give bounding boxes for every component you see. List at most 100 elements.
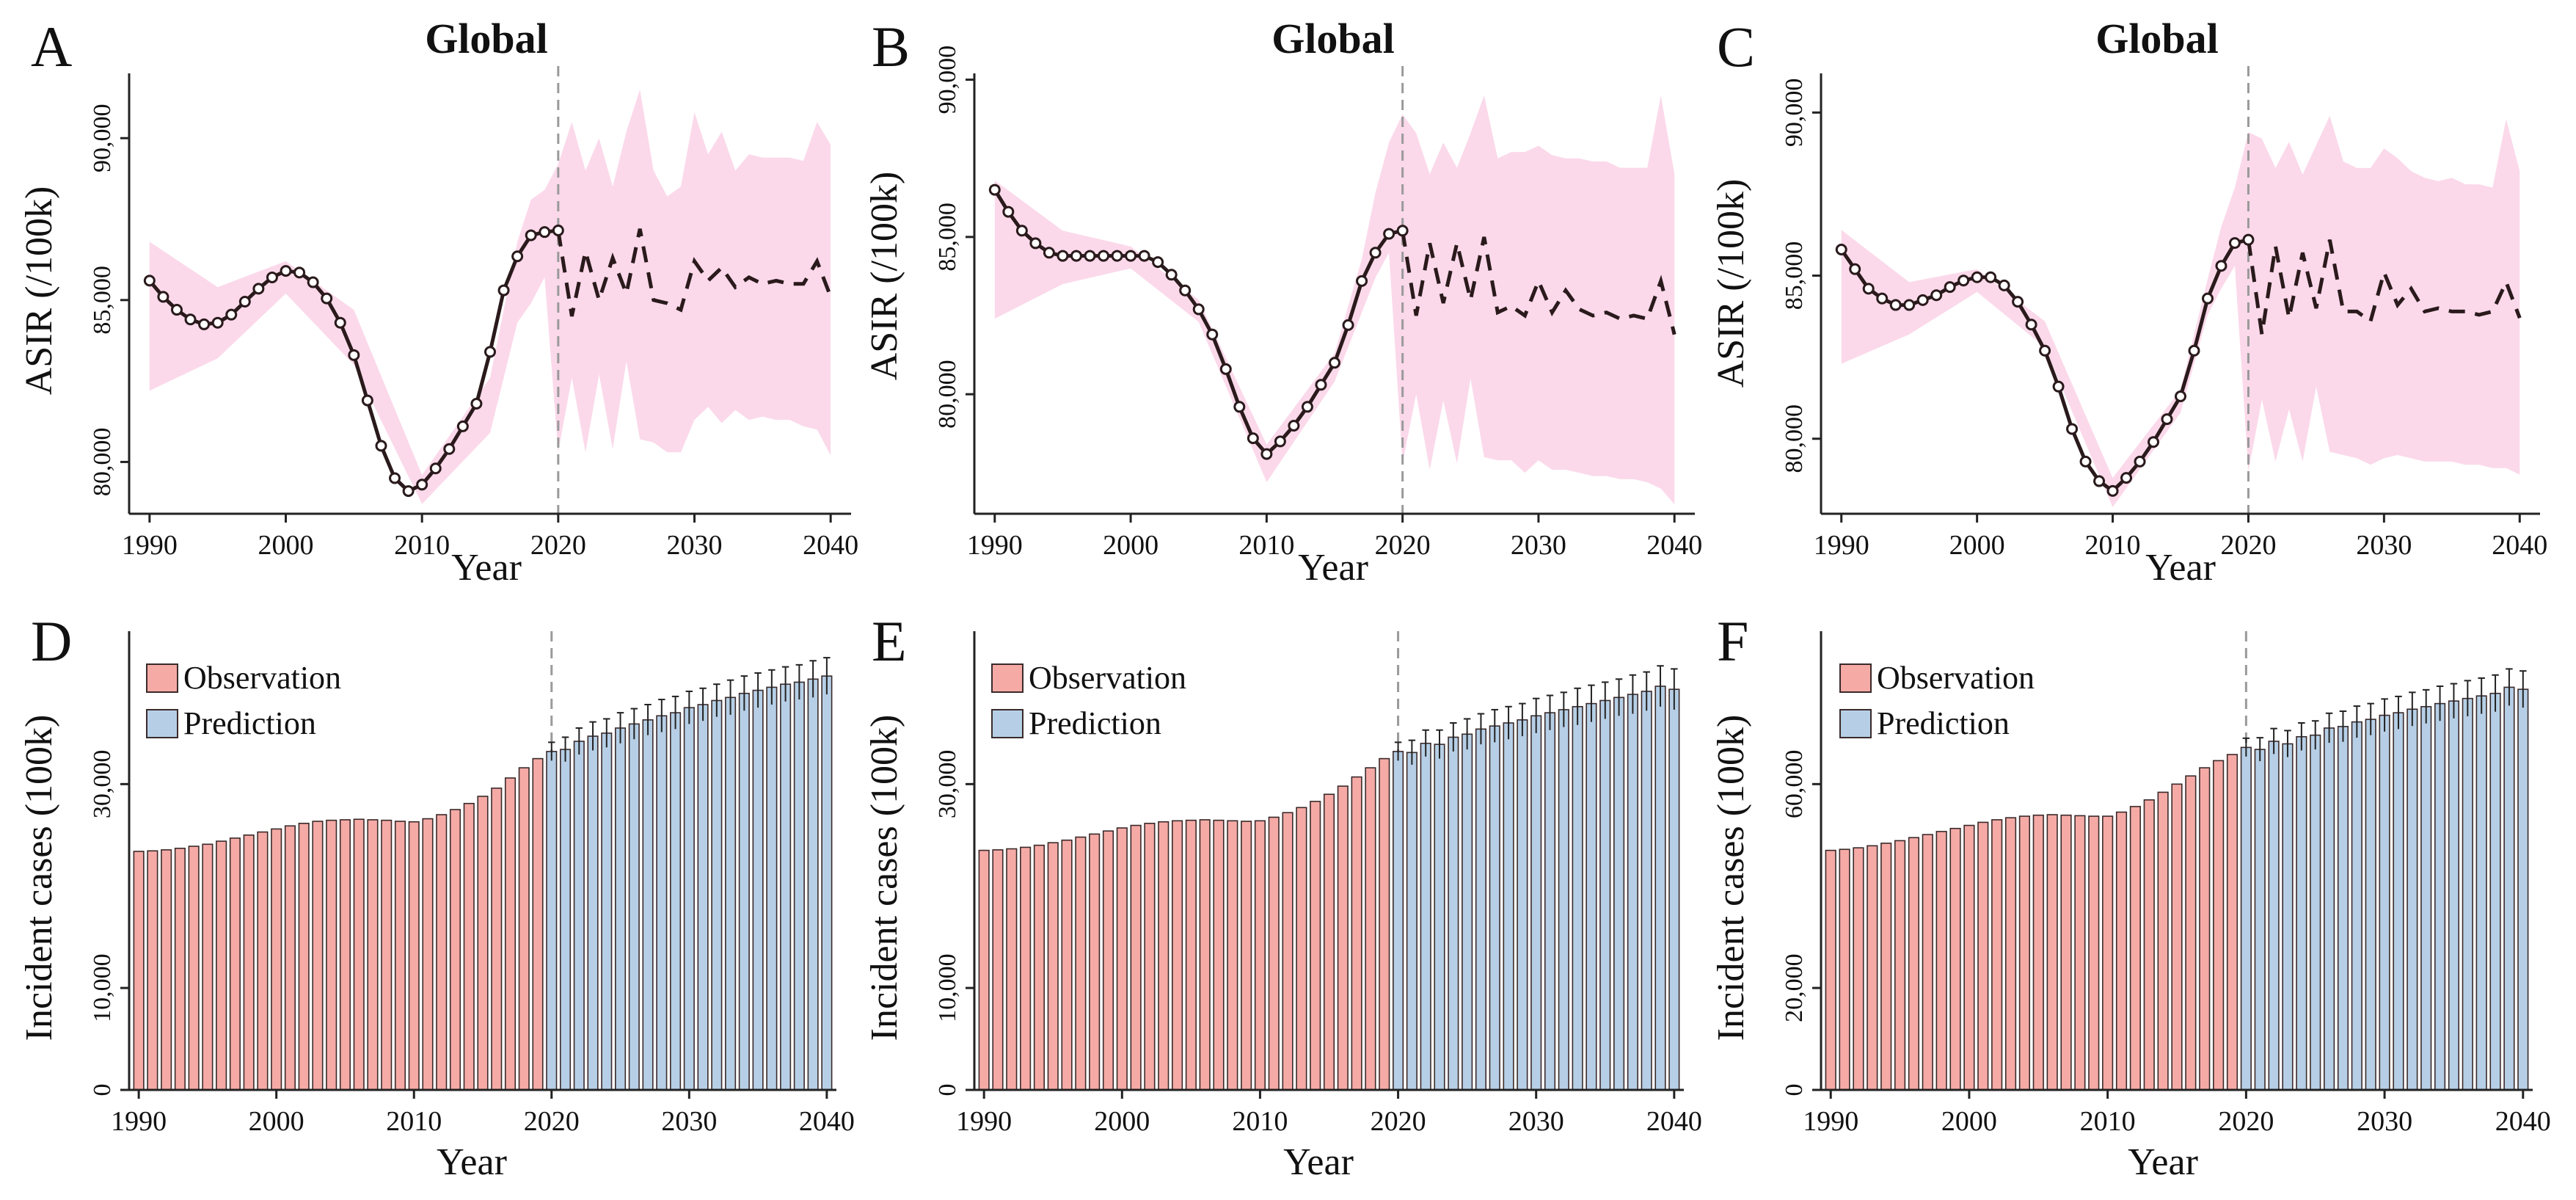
observed-point — [1971, 271, 1983, 283]
bar-observation — [1075, 836, 1087, 1091]
bar-observation — [504, 777, 517, 1091]
bar-observation — [2102, 815, 2114, 1091]
bar-observation — [1922, 834, 1933, 1091]
y-tick-label: 80,000 — [1781, 404, 1808, 473]
observed-point — [2052, 380, 2065, 393]
bar-observation — [1867, 845, 1878, 1091]
observed-point — [2120, 472, 2133, 484]
bar-prediction — [780, 683, 792, 1091]
x-tick-label: 2000 — [1094, 1106, 1150, 1137]
bar-observation — [1254, 820, 1266, 1091]
bar-prediction — [793, 681, 805, 1091]
observed-point — [389, 472, 401, 484]
observed-point — [2148, 436, 2160, 448]
bar-observation — [2171, 783, 2183, 1091]
observed-point — [1930, 289, 1943, 302]
observed-point — [1015, 225, 1028, 237]
y-axis-label: Incident cases (100k) — [1710, 715, 1752, 1041]
bar-observation — [1185, 819, 1197, 1091]
observed-point — [1233, 401, 1246, 413]
x-tick-label: 2040 — [803, 530, 858, 561]
x-tick-label: 2000 — [1103, 530, 1159, 561]
x-axis-label: Year — [2128, 1141, 2198, 1183]
plot-area: 1990 2000 2010 2020 2030 2040 0 10,000 30,000 — [89, 631, 855, 1137]
bar-observation — [1991, 819, 2003, 1091]
observed-point — [1152, 256, 1164, 269]
bar-observation — [1379, 757, 1390, 1091]
bar-prediction — [2268, 741, 2280, 1091]
bar-prediction — [1434, 743, 1445, 1091]
observed-point — [1206, 328, 1219, 341]
bar-observation — [1033, 844, 1045, 1091]
x-axis-label: Year — [437, 1141, 507, 1183]
bar-observation — [491, 788, 503, 1091]
bar-observation — [2143, 799, 2155, 1091]
bar-prediction — [1613, 697, 1625, 1091]
observed-point — [1057, 250, 1069, 262]
bar-observation — [353, 818, 365, 1091]
bar-observation — [1337, 785, 1349, 1091]
observed-point — [1903, 299, 1916, 311]
bar-observation — [1116, 827, 1128, 1091]
observed-point — [1070, 250, 1082, 262]
observed-point — [1383, 228, 1395, 240]
bar-observation — [1908, 837, 1920, 1091]
bar-prediction — [656, 715, 668, 1091]
bar-observation — [1227, 820, 1238, 1091]
plot-area: 1990 2000 2010 2020 2030 2040 80,000 85,000 90,0… — [934, 46, 1702, 561]
observed-point — [1219, 363, 1232, 375]
x-tick-label: 2040 — [799, 1106, 855, 1137]
observed-point — [1916, 294, 1929, 306]
x-tick-label: 2040 — [2495, 1106, 2551, 1137]
legend-swatch-observation — [1839, 663, 1872, 693]
bar-observation — [202, 843, 214, 1091]
observed-point — [402, 485, 415, 498]
bar-observation — [1102, 830, 1114, 1091]
legend-label-prediction: Prediction — [1029, 705, 1161, 741]
panel-letter: F — [1717, 609, 1748, 673]
bar-prediction — [2489, 692, 2501, 1091]
y-axis-label: ASIR (/100k) — [1710, 179, 1752, 388]
bar-observation — [1213, 819, 1225, 1091]
observed-point — [416, 479, 428, 491]
bar-prediction — [2393, 712, 2404, 1091]
plot-area: 1990 2000 2010 2020 2030 2040 0 10,000 30,000 — [934, 631, 1702, 1137]
observed-point — [1288, 420, 1300, 432]
bar-observation — [992, 849, 1004, 1091]
bar-prediction — [2503, 686, 2515, 1091]
observed-point — [1029, 237, 1042, 250]
x-tick-label: 2020 — [524, 1106, 580, 1137]
observed-point — [266, 271, 278, 283]
bar-observation — [1130, 824, 1142, 1091]
y-tick-label: 90,000 — [89, 103, 116, 172]
bar-prediction — [614, 727, 627, 1091]
x-tick-label: 2040 — [1646, 1106, 1702, 1137]
bar-prediction — [683, 707, 695, 1091]
observed-point — [2025, 319, 2037, 331]
observed-point — [456, 420, 469, 432]
x-tick-label: 2000 — [258, 530, 314, 561]
bar-prediction — [1627, 694, 1638, 1091]
uncertainty-band — [994, 95, 1675, 505]
observed-point — [238, 296, 251, 308]
x-tick-label: 2030 — [666, 530, 722, 561]
bar-observation — [1839, 848, 1850, 1091]
bar-prediction — [601, 732, 613, 1091]
y-tick-label: 85,000 — [934, 203, 961, 272]
y-tick-label: 10,000 — [89, 953, 116, 1022]
panel-e: E Incident cases (100k) Year 1990 2000 201… — [864, 609, 1702, 1183]
bar-prediction — [2517, 688, 2529, 1091]
y-tick-label: 60,000 — [1781, 750, 1808, 819]
bar-prediction — [2282, 743, 2294, 1091]
observed-point — [2039, 344, 2051, 357]
observed-point — [1356, 274, 1368, 287]
bar-prediction — [559, 749, 572, 1091]
bar-prediction — [1462, 733, 1473, 1091]
bar-observation — [2018, 815, 2031, 1091]
x-tick-label: 2010 — [1232, 1106, 1288, 1137]
bar-prediction — [1530, 715, 1542, 1091]
bar-observation — [2115, 811, 2128, 1091]
x-tick-label: 1990 — [1803, 1106, 1858, 1137]
bar-observation — [339, 819, 351, 1091]
